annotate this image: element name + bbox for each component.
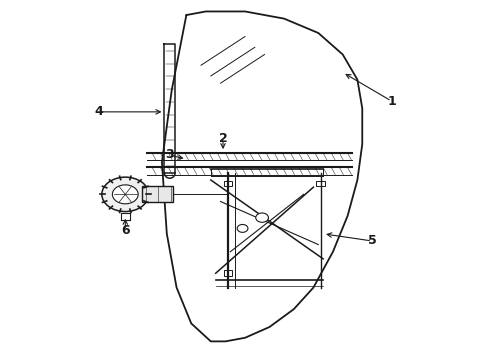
Circle shape xyxy=(256,213,269,222)
Text: 1: 1 xyxy=(387,95,396,108)
Text: 4: 4 xyxy=(94,105,103,118)
Circle shape xyxy=(102,177,149,212)
Bar xyxy=(142,186,173,202)
Bar xyxy=(223,181,232,186)
Text: 2: 2 xyxy=(219,132,227,145)
Text: 6: 6 xyxy=(121,224,129,237)
Bar xyxy=(223,270,232,276)
Circle shape xyxy=(112,185,138,204)
Text: 3: 3 xyxy=(165,148,173,161)
Text: 5: 5 xyxy=(368,234,376,247)
Bar xyxy=(317,181,325,186)
Circle shape xyxy=(237,225,248,232)
